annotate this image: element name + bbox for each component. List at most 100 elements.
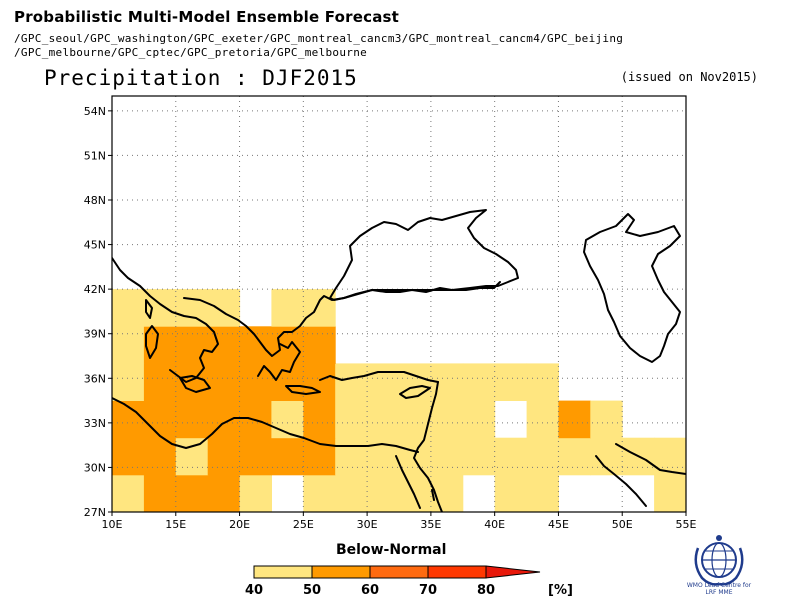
legend-tick-label: 80 bbox=[477, 583, 495, 598]
y-tick-label: 51N bbox=[84, 149, 106, 162]
x-tick-label: 10E bbox=[102, 518, 123, 531]
y-tick-label: 30N bbox=[84, 461, 106, 474]
island-corsica bbox=[145, 299, 153, 319]
x-tick-label: 20E bbox=[229, 518, 250, 531]
wmo-caption-line-2: LRF MME bbox=[705, 589, 733, 596]
legend-tick-label: 40 bbox=[245, 583, 263, 598]
probability-cell bbox=[143, 400, 177, 439]
issued-date: (issued on Nov2015) bbox=[620, 70, 758, 84]
probability-cell bbox=[175, 289, 209, 327]
probability-cell bbox=[303, 326, 336, 364]
probability-cell bbox=[303, 474, 336, 512]
variable-season-title: Precipitation : DJF2015 bbox=[44, 66, 358, 90]
legend-swatch bbox=[369, 565, 429, 579]
probability-cell bbox=[430, 400, 464, 439]
probability-cell bbox=[175, 400, 209, 439]
wmo-logo bbox=[694, 535, 744, 586]
probability-cell bbox=[175, 474, 209, 512]
coastline-turkey-south bbox=[319, 371, 439, 383]
probability-cell bbox=[207, 437, 241, 476]
probability-cell bbox=[303, 363, 336, 401]
model-list-line-2: /GPC_melbourne/GPC_cptec/GPC_pretoria/GP… bbox=[14, 46, 368, 59]
legend-swatch bbox=[311, 565, 371, 579]
y-tick-label: 42N bbox=[84, 283, 106, 296]
probability-cell bbox=[239, 474, 272, 512]
probability-cell bbox=[430, 474, 464, 512]
lat-lon-grid bbox=[112, 96, 686, 512]
probability-cell bbox=[462, 437, 496, 476]
coastline-persian-gulf bbox=[595, 443, 686, 507]
probability-cell bbox=[112, 326, 145, 364]
probability-cell bbox=[303, 289, 336, 327]
probability-cell bbox=[239, 326, 272, 364]
probability-cell bbox=[367, 400, 400, 439]
forecast-title: Probabilistic Multi-Model Ensemble Forec… bbox=[14, 8, 400, 26]
legend-unit: [%] bbox=[548, 583, 573, 598]
legend-tick-label: 60 bbox=[361, 583, 379, 598]
island-sardinia bbox=[145, 325, 159, 359]
x-tick-label: 55E bbox=[676, 518, 697, 531]
probability-cell bbox=[239, 437, 272, 476]
probability-cell bbox=[399, 474, 432, 512]
probability-cell bbox=[207, 326, 241, 364]
probability-cell bbox=[367, 474, 400, 512]
probability-cell bbox=[462, 363, 496, 401]
island-cyprus bbox=[399, 385, 431, 399]
probability-cell bbox=[175, 437, 209, 476]
probability-cell bbox=[430, 437, 464, 476]
coastline-north-africa bbox=[112, 397, 419, 453]
legend-arrow bbox=[485, 565, 541, 579]
probability-cell bbox=[494, 363, 528, 401]
coastline-greece bbox=[257, 341, 301, 381]
probability-cell bbox=[112, 437, 145, 476]
probability-cell bbox=[590, 400, 623, 439]
y-tick-label: 54N bbox=[84, 105, 106, 118]
probability-cell bbox=[367, 363, 400, 401]
probability-cell bbox=[271, 289, 304, 327]
legend-tick-label: 50 bbox=[303, 583, 321, 598]
y-tick-label: 48N bbox=[84, 194, 106, 207]
legend-title: Below-Normal bbox=[336, 542, 447, 558]
y-tick-label: 33N bbox=[84, 417, 106, 430]
x-tick-label: 25E bbox=[293, 518, 314, 531]
y-tick-label: 36N bbox=[84, 372, 106, 385]
coastline-levant bbox=[413, 381, 443, 512]
coastline-caspian bbox=[583, 213, 681, 363]
probability-cells bbox=[112, 289, 686, 512]
probability-cell bbox=[335, 474, 368, 512]
coastlines bbox=[112, 209, 686, 512]
probability-cell bbox=[303, 400, 336, 439]
y-tick-label: 39N bbox=[84, 328, 106, 341]
probability-cell bbox=[207, 363, 241, 401]
probability-cell bbox=[335, 363, 368, 401]
coastline-black-sea bbox=[329, 209, 519, 301]
coastline-red-sea bbox=[395, 455, 435, 509]
probability-legend: 40 50 60 70 80 [%] bbox=[245, 565, 573, 598]
x-tick-label: 30E bbox=[357, 518, 378, 531]
wmo-caption: WMO Lead Centre for LRF MME bbox=[676, 582, 762, 596]
model-list-line-1: /GPC_seoul/GPC_washington/GPC_exeter/GPC… bbox=[14, 32, 624, 45]
probability-cell bbox=[526, 363, 559, 401]
x-tick-label: 45E bbox=[548, 518, 569, 531]
probability-cell bbox=[112, 289, 145, 327]
y-tick-label: 45N bbox=[84, 239, 106, 252]
probability-cell bbox=[494, 437, 528, 476]
probability-cell bbox=[526, 474, 559, 512]
probability-cell bbox=[558, 437, 591, 476]
map-frame bbox=[111, 95, 687, 513]
x-tick-label: 40E bbox=[484, 518, 505, 531]
x-tick-label: 50E bbox=[612, 518, 633, 531]
probability-cell bbox=[207, 289, 241, 327]
probability-cell bbox=[271, 437, 304, 476]
probability-cell bbox=[558, 400, 591, 439]
x-tick-label: 35E bbox=[420, 518, 441, 531]
probability-cell bbox=[335, 437, 368, 476]
legend-swatch bbox=[253, 565, 313, 579]
probability-cell bbox=[271, 363, 304, 401]
probability-cell bbox=[654, 474, 686, 512]
probability-cell bbox=[175, 326, 209, 364]
probability-cell bbox=[526, 400, 559, 439]
legend-swatch bbox=[427, 565, 487, 579]
probability-cell bbox=[143, 474, 177, 512]
